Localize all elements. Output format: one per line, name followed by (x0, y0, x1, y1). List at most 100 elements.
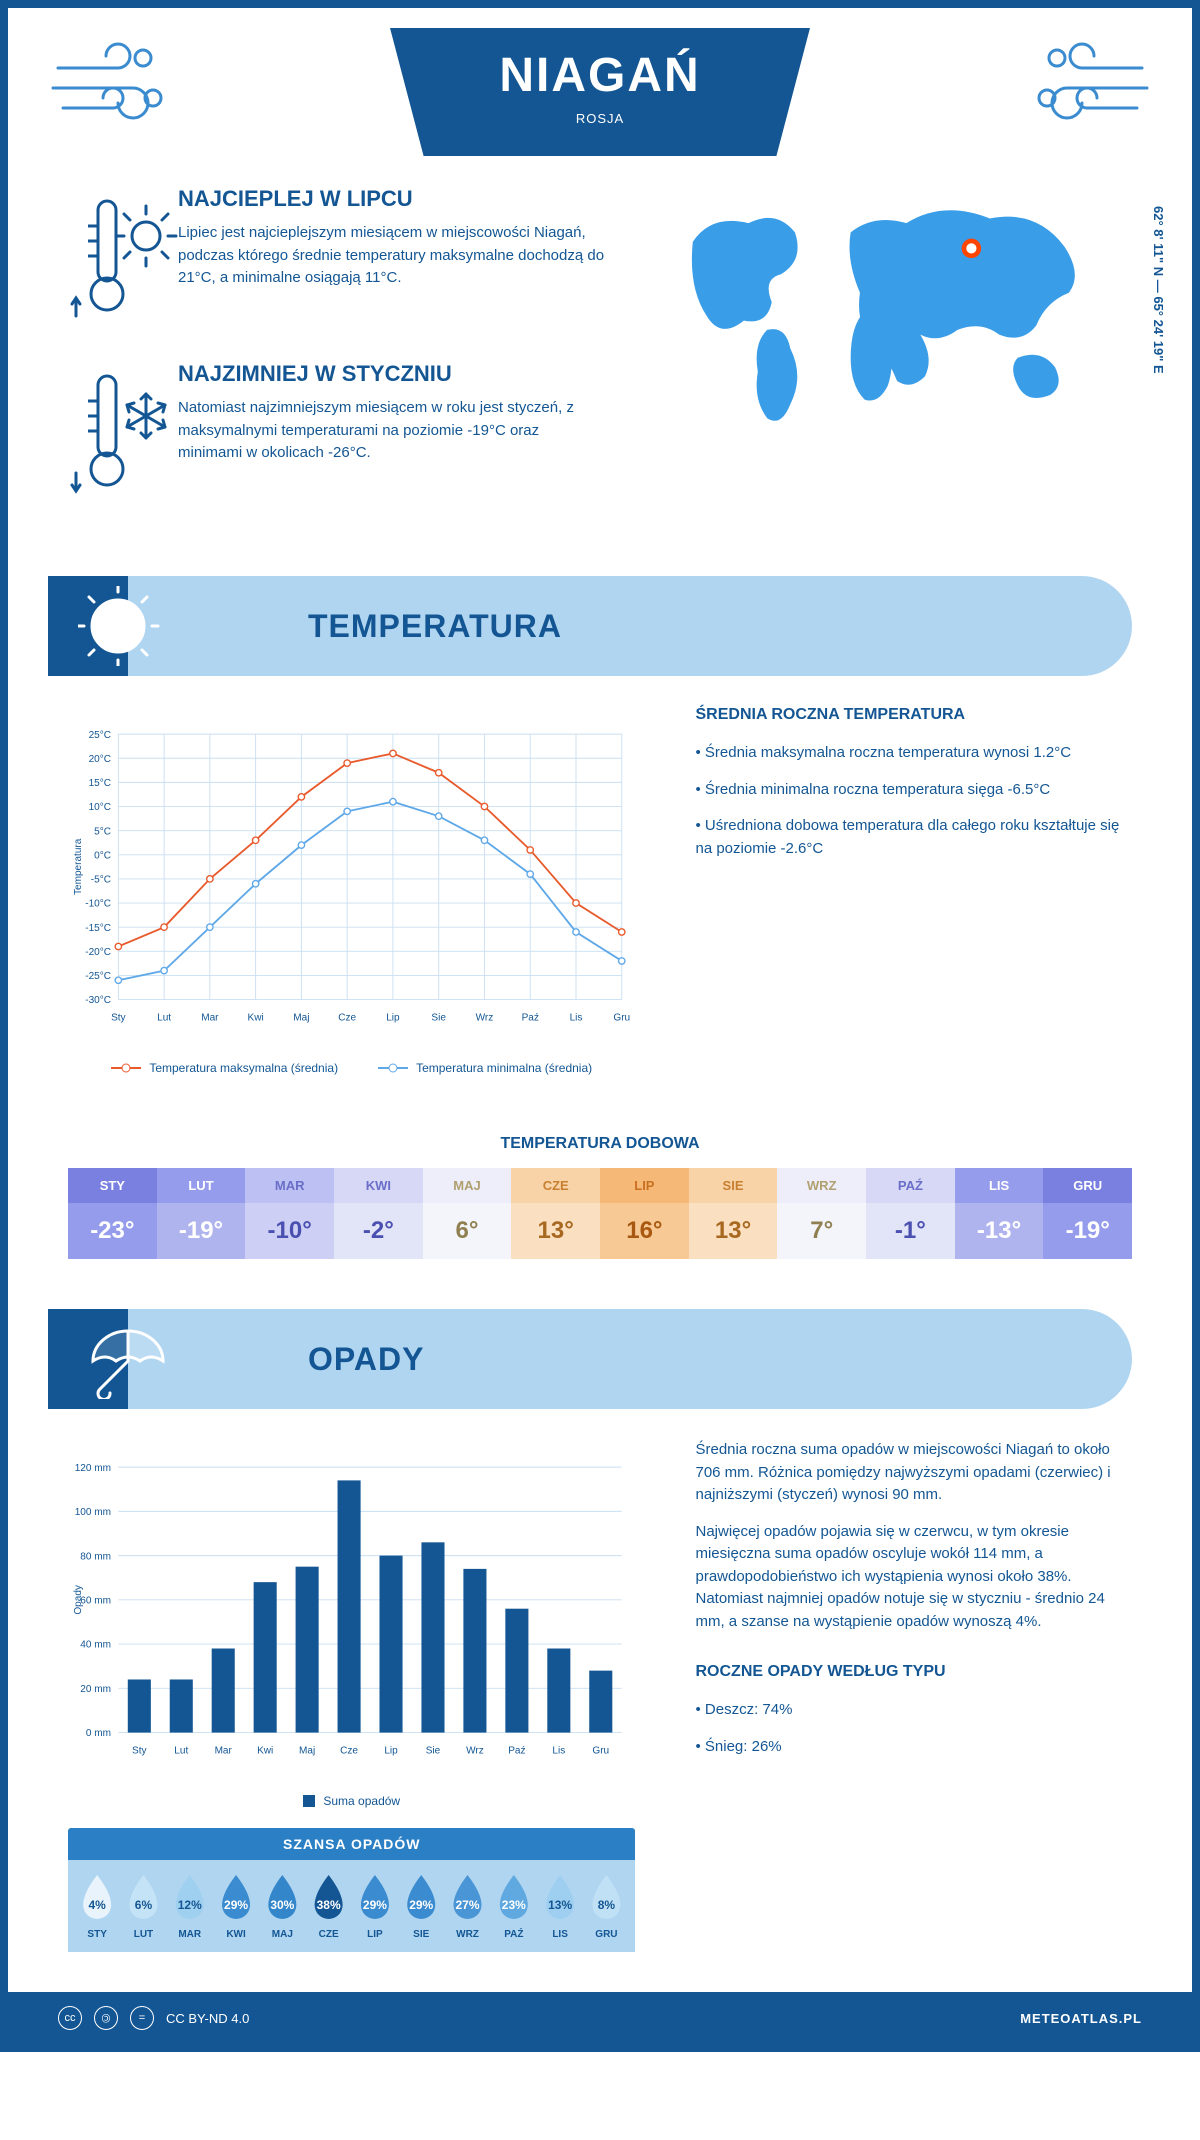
svg-text:20 mm: 20 mm (80, 1684, 111, 1695)
chance-col: 6%LUT (120, 1875, 166, 1940)
cc-icon: cc (58, 2006, 82, 2030)
chance-col: 13%LIS (537, 1875, 583, 1940)
daily-temp-table: STY-23°LUT-19°MAR-10°KWI-2°MAJ6°CZE13°LI… (68, 1168, 1132, 1259)
wind-icon (48, 38, 168, 128)
chance-col: 27%WRZ (444, 1875, 490, 1940)
svg-text:Cze: Cze (340, 1746, 358, 1757)
chance-col: 23%PAŹ (491, 1875, 537, 1940)
rain-type-title: ROCZNE OPADY WEDŁUG TYPU (695, 1663, 1132, 1681)
legend-item: Temperatura maksymalna (średnia) (111, 1061, 338, 1075)
svg-text:80 mm: 80 mm (80, 1551, 111, 1562)
svg-text:Wrz: Wrz (476, 1013, 494, 1024)
month-col: LIS-13° (955, 1168, 1044, 1259)
chance-col: 30%MAJ (259, 1875, 305, 1940)
svg-text:Gru: Gru (613, 1013, 630, 1024)
chance-col: 8%GRU (583, 1875, 629, 1940)
svg-text:60 mm: 60 mm (80, 1596, 111, 1607)
legend-item: Temperatura minimalna (średnia) (378, 1061, 592, 1075)
daily-temp-title: TEMPERATURA DOBOWA (8, 1135, 1192, 1153)
rain-type-item: • Śnieg: 26% (695, 1736, 1132, 1759)
svg-text:Sie: Sie (431, 1013, 446, 1024)
svg-text:5°C: 5°C (94, 826, 111, 837)
wind-icon (1032, 38, 1152, 128)
rain-text-1: Średnia roczna suma opadów w miejscowośc… (695, 1439, 1132, 1507)
month-col: LUT-19° (157, 1168, 246, 1259)
month-col: PAŹ-1° (866, 1168, 955, 1259)
stat-item: • Średnia minimalna roczna temperatura s… (695, 779, 1132, 802)
month-col: GRU-19° (1043, 1168, 1132, 1259)
svg-text:-5°C: -5°C (91, 875, 111, 886)
rain-type-item: • Deszcz: 74% (695, 1699, 1132, 1722)
month-col: KWI-2° (334, 1168, 423, 1259)
chance-of-rain-table: SZANSA OPADÓW 4%STY6%LUT12%MAR29%KWI30%M… (68, 1828, 635, 1952)
svg-text:Lut: Lut (157, 1013, 171, 1024)
svg-text:Lip: Lip (386, 1013, 400, 1024)
svg-text:0°C: 0°C (94, 850, 111, 861)
coldest-text: Natomiast najzimniejszym miesiącem w rok… (178, 397, 604, 465)
svg-text:-30°C: -30°C (85, 995, 111, 1006)
svg-text:Lut: Lut (174, 1746, 188, 1757)
umbrella-icon (78, 1319, 178, 1399)
stat-item: • Średnia maksymalna roczna temperatura … (695, 742, 1132, 765)
warmest-title: NAJCIEPLEJ W LIPCU (178, 186, 604, 212)
svg-text:Sty: Sty (111, 1013, 126, 1024)
svg-text:Sie: Sie (426, 1746, 441, 1757)
svg-text:-25°C: -25°C (85, 971, 111, 982)
svg-text:Paź: Paź (522, 1013, 539, 1024)
site-name: METEOATLAS.PL (1020, 2011, 1142, 2026)
section-title: TEMPERATURA (308, 608, 562, 645)
svg-text:Wrz: Wrz (466, 1746, 484, 1757)
temperature-section-header: TEMPERATURA (48, 576, 1132, 676)
svg-text:-10°C: -10°C (85, 899, 111, 910)
month-col: MAJ6° (423, 1168, 512, 1259)
rain-text-2: Najwięcej opadów pojawia się w czerwcu, … (695, 1521, 1132, 1634)
nd-icon: = (130, 2006, 154, 2030)
svg-text:Lis: Lis (552, 1746, 565, 1757)
svg-text:Kwi: Kwi (248, 1013, 264, 1024)
coordinates: 62° 8' 11" N — 65° 24' 19" E (1151, 206, 1166, 374)
svg-text:25°C: 25°C (89, 730, 111, 741)
svg-text:Temperatura: Temperatura (73, 838, 84, 895)
footer: cc 🄯 = CC BY-ND 4.0 METEOATLAS.PL (8, 1992, 1192, 2044)
city-title: NIAGAŃ (390, 48, 810, 103)
svg-text:Gru: Gru (592, 1746, 609, 1757)
svg-text:-15°C: -15°C (85, 923, 111, 934)
svg-text:40 mm: 40 mm (80, 1640, 111, 1651)
svg-text:Cze: Cze (338, 1013, 356, 1024)
warmest-text: Lipiec jest najcieplejszym miesiącem w m… (178, 222, 604, 290)
month-col: LIP16° (600, 1168, 689, 1259)
svg-text:Paź: Paź (508, 1746, 525, 1757)
section-title: OPADY (308, 1341, 424, 1378)
svg-text:Maj: Maj (299, 1746, 315, 1757)
svg-text:Mar: Mar (215, 1746, 233, 1757)
svg-text:0 mm: 0 mm (86, 1728, 111, 1739)
svg-text:20°C: 20°C (89, 754, 111, 765)
precipitation-section-header: OPADY (48, 1309, 1132, 1409)
by-icon: 🄯 (94, 2006, 118, 2030)
month-col: SIE13° (689, 1168, 778, 1259)
thermometer-snow-icon (68, 361, 178, 506)
svg-text:Maj: Maj (293, 1013, 309, 1024)
svg-text:-20°C: -20°C (85, 947, 111, 958)
svg-text:Opady: Opady (73, 1585, 84, 1615)
chance-col: 29%LIP (352, 1875, 398, 1940)
country-label: ROSJA (390, 111, 810, 126)
precipitation-bar-chart: 0 mm20 mm40 mm60 mm80 mm100 mm120 mmStyL… (68, 1439, 635, 1779)
svg-text:Lis: Lis (570, 1013, 583, 1024)
svg-text:15°C: 15°C (89, 778, 111, 789)
svg-text:120 mm: 120 mm (75, 1463, 111, 1474)
sun-icon (78, 586, 178, 666)
warmest-block: NAJCIEPLEJ W LIPCU Lipiec jest najcieple… (68, 186, 604, 331)
month-col: CZE13° (511, 1168, 600, 1259)
chance-col: 29%SIE (398, 1875, 444, 1940)
svg-text:Sty: Sty (132, 1746, 147, 1757)
month-col: MAR-10° (245, 1168, 334, 1259)
chance-col: 12%MAR (167, 1875, 213, 1940)
month-col: STY-23° (68, 1168, 157, 1259)
coldest-title: NAJZIMNIEJ W STYCZNIU (178, 361, 604, 387)
legend-item: Suma opadów (303, 1794, 400, 1808)
chance-col: 38%CZE (305, 1875, 351, 1940)
chance-col: 4%STY (74, 1875, 120, 1940)
svg-text:10°C: 10°C (89, 802, 111, 813)
license-text: CC BY-ND 4.0 (166, 2011, 249, 2026)
